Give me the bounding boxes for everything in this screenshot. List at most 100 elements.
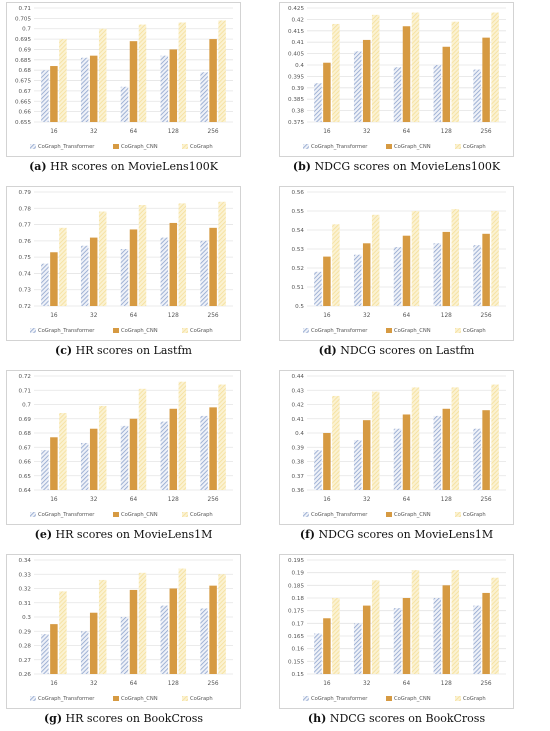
caption-tag: (b) (292, 160, 312, 173)
y-tick-label: 0.41 (292, 40, 305, 46)
bar-transformer (200, 415, 208, 490)
bar-transformer (433, 243, 442, 306)
bar-cograph (491, 12, 499, 123)
caption-text: NDCG scores on MovieLens1M (315, 528, 494, 541)
caption-text: NDCG scores on Lastfm (336, 344, 475, 357)
y-tick-label: 0.72 (19, 304, 31, 310)
bar-cnn (402, 414, 411, 490)
x-tick-label: 16 (323, 497, 331, 503)
x-tick-label: 256 (208, 129, 219, 135)
bar-cnn (482, 592, 490, 674)
figure-caption: (d) NDCG scores on Lastfm (279, 344, 514, 357)
bar-chart: 0.655 0.66 0.665 0.67 0.675 0.68 0.685 0.69 0.69… (6, 2, 241, 157)
y-tick-label: 0.31 (19, 601, 32, 607)
figure-caption: (e) HR scores on MovieLens1M (6, 528, 241, 541)
caption-text: HR scores on MovieLens100K (46, 160, 218, 173)
legend-swatch-cograph (455, 512, 461, 517)
bar-cograph (451, 21, 460, 122)
y-tick-label: 0.4 (295, 63, 304, 69)
legend-label-transformer: CoGraph_Transformer (311, 696, 368, 702)
y-tick-label: 0.66 (19, 460, 32, 466)
x-tick-label: 64 (403, 129, 411, 135)
y-tick-label: 0.76 (19, 239, 32, 245)
bar-transformer (120, 425, 129, 490)
legend-label-transformer: CoGraph_Transformer (311, 144, 368, 150)
y-tick-label: 0.175 (288, 609, 304, 615)
y-tick-label: 0.54 (292, 228, 305, 234)
figure-caption: (h) NDCG scores on BookCross (279, 712, 514, 725)
bar-transformer (393, 608, 402, 674)
bar-cograph (59, 591, 67, 674)
legend-swatch-cograph (455, 696, 461, 701)
y-tick-label: 0.32 (19, 587, 31, 593)
legend-label-transformer: CoGraph_Transformer (38, 144, 95, 150)
x-tick-label: 256 (208, 497, 219, 503)
bar-cograph (218, 201, 226, 306)
y-tick-label: 0.67 (19, 445, 32, 451)
y-tick-label: 0.5 (295, 304, 304, 310)
legend-swatch-cograph (182, 696, 188, 701)
figure-caption: (c) HR scores on Lastfm (6, 344, 241, 357)
bar-cnn (89, 237, 98, 306)
x-tick-label: 64 (130, 681, 138, 687)
y-tick-label: 0.425 (288, 6, 304, 12)
chart-panel: 0.375 0.38 0.385 0.39 0.395 0.4 0.405 0.41 0.415… (279, 2, 514, 179)
x-tick-label: 16 (323, 681, 331, 687)
y-tick-label: 0.38 (292, 109, 305, 115)
y-tick-label: 0.72 (19, 374, 31, 380)
legend-swatch-transformer (30, 144, 36, 149)
legend-swatch-cnn (113, 696, 119, 701)
bar-cnn (129, 229, 138, 306)
caption-tag: (e) (34, 528, 53, 541)
bar-cograph (218, 574, 226, 674)
figure-caption: (b) NDCG scores on MovieLens100K (279, 160, 514, 173)
y-tick-label: 0.165 (288, 634, 304, 640)
bar-cnn (209, 585, 217, 674)
caption-text: NDCG scores on MovieLens100K (311, 160, 501, 173)
bar-cograph (411, 211, 420, 306)
bar-cograph (371, 580, 380, 674)
bar-transformer (473, 605, 481, 674)
y-tick-label: 0.28 (19, 644, 32, 650)
legend-label-transformer: CoGraph_Transformer (38, 328, 95, 334)
legend-label-cograph: CoGraph (463, 144, 486, 150)
legend-swatch-cnn (113, 328, 119, 333)
y-tick-label: 0.78 (19, 206, 32, 212)
bar-cograph (332, 23, 340, 122)
caption-text: HR scores on MovieLens1M (52, 528, 213, 541)
legend-swatch-transformer (30, 512, 36, 517)
y-tick-label: 0.19 (292, 571, 305, 577)
y-tick-label: 0.29 (19, 629, 32, 635)
y-tick-label: 0.68 (19, 68, 32, 74)
bar-cograph (59, 413, 67, 490)
bar-transformer (433, 415, 442, 490)
legend-label-cograph: CoGraph (190, 328, 213, 334)
legend-swatch-transformer (303, 328, 309, 333)
bar-cnn (169, 49, 178, 122)
legend-label-cograph: CoGraph (190, 512, 213, 518)
bar-cograph (491, 384, 499, 490)
legend-swatch-cnn (386, 328, 392, 333)
legend-label-cograph: CoGraph (190, 144, 213, 150)
y-tick-label: 0.44 (292, 374, 305, 380)
legend-swatch-transformer (303, 696, 309, 701)
bar-chart: 0.375 0.38 0.385 0.39 0.395 0.4 0.405 0.41 0.415… (279, 2, 514, 157)
legend-swatch-transformer (303, 512, 309, 517)
bar-cograph (98, 211, 107, 306)
chart-panel: 0.72 0.73 0.74 0.75 0.76 0.77 0.78 0.79 16 32 64 12… (6, 186, 241, 363)
x-tick-label: 32 (363, 129, 371, 135)
bar-cnn (129, 418, 138, 490)
legend-label-cnn: CoGraph_CNN (121, 144, 158, 150)
bar-cnn (323, 618, 331, 674)
y-tick-label: 0.3 (22, 615, 31, 621)
y-tick-label: 0.37 (292, 474, 305, 480)
y-tick-label: 0.405 (288, 52, 304, 58)
x-tick-label: 256 (208, 681, 219, 687)
bar-cnn (362, 420, 371, 490)
bar-cnn (50, 252, 58, 306)
bar-transformer (41, 634, 49, 674)
bar-transformer (160, 55, 169, 122)
x-tick-label: 128 (441, 681, 452, 687)
x-tick-label: 128 (168, 497, 179, 503)
bar-transformer (433, 598, 442, 674)
